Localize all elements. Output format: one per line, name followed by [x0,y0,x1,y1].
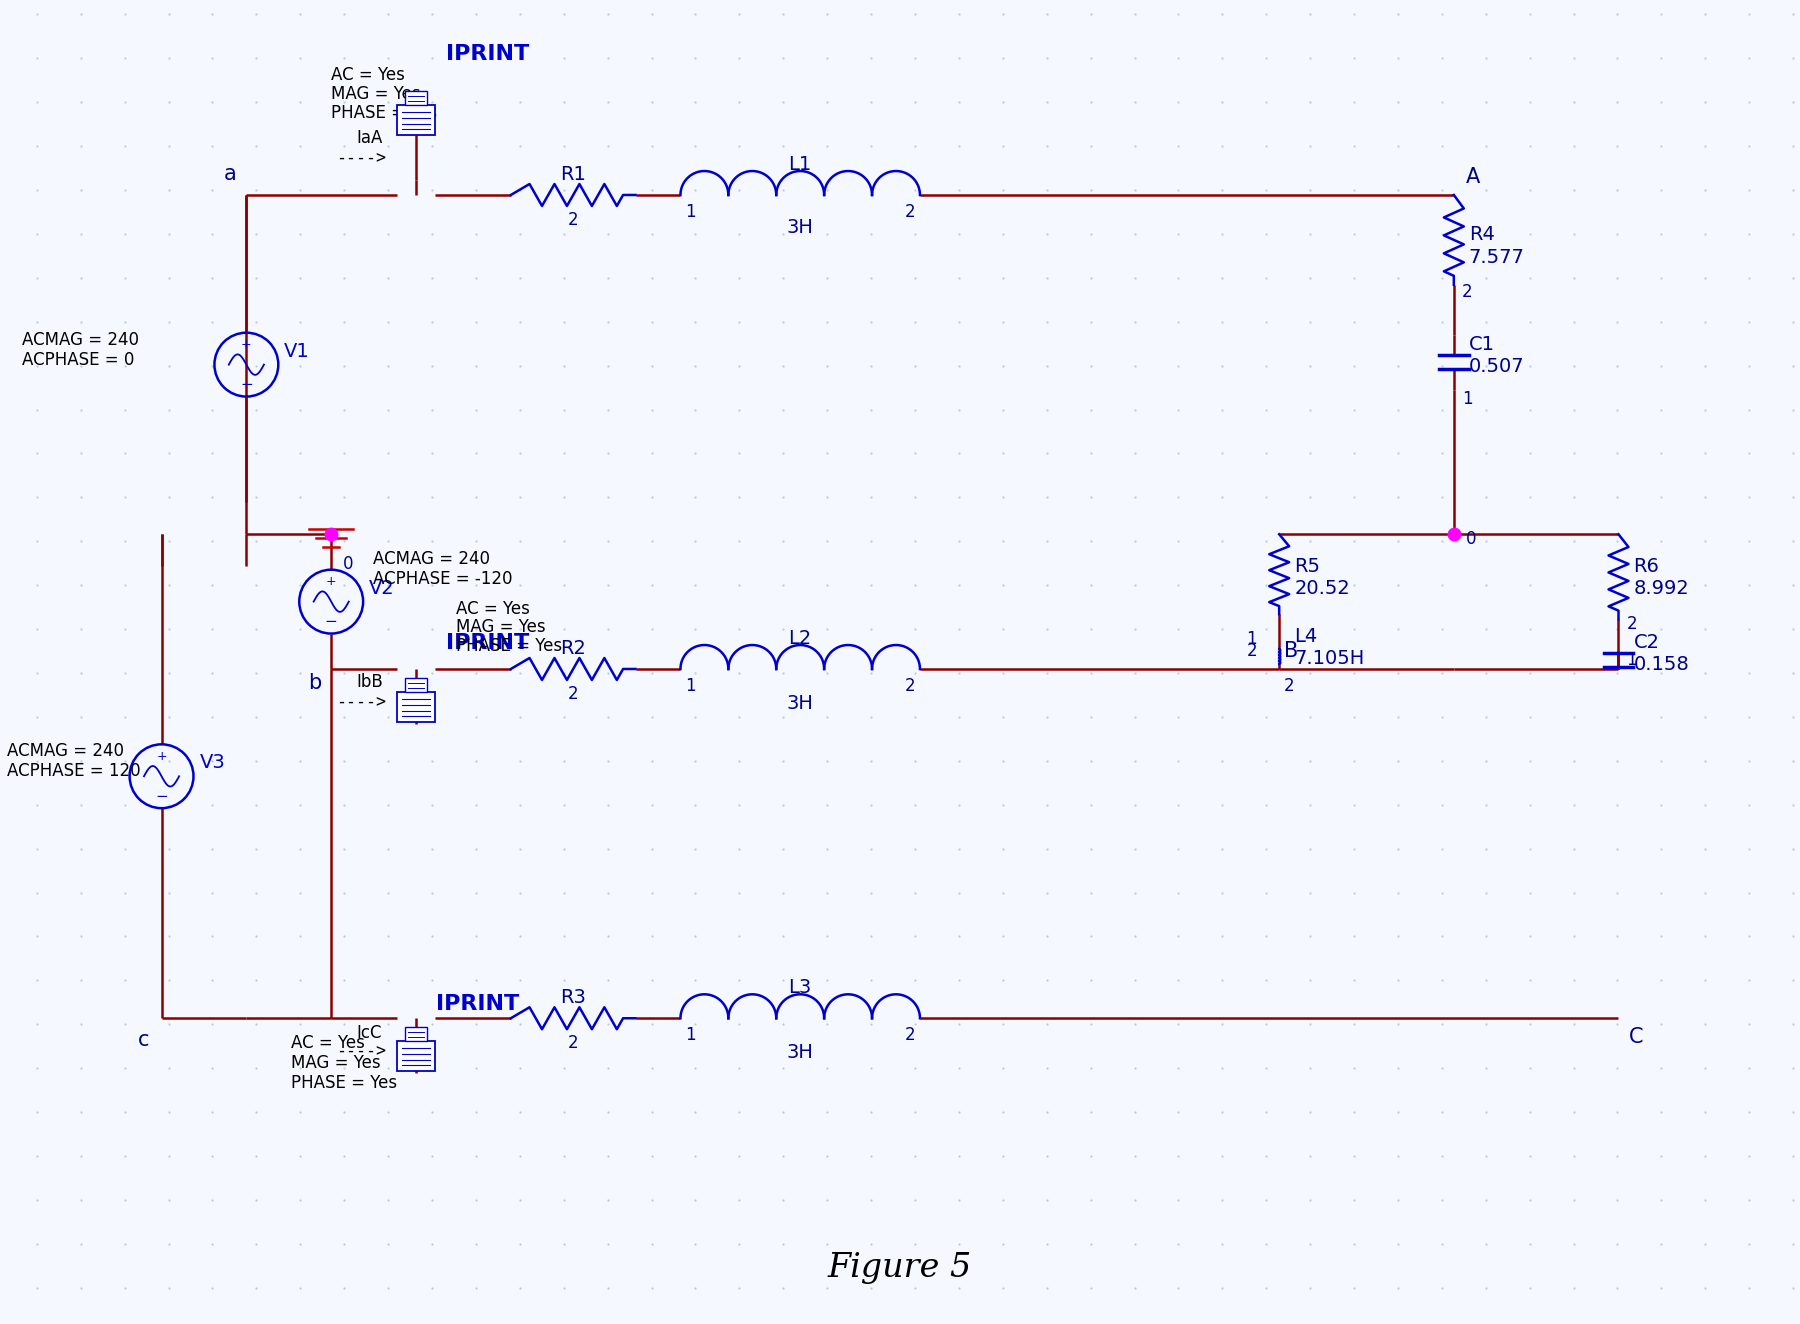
Text: B: B [1283,641,1298,661]
Text: A: A [1465,167,1480,187]
Text: 2: 2 [905,203,914,221]
Text: 2: 2 [567,1034,578,1053]
Text: ACPHASE = 0: ACPHASE = 0 [22,351,135,368]
Text: 1: 1 [686,1026,697,1045]
Text: 3H: 3H [787,694,814,712]
Text: 2: 2 [905,1026,914,1045]
Text: IcC: IcC [356,1025,382,1042]
Text: ---->: ----> [337,692,387,711]
Text: 2: 2 [567,211,578,229]
Text: R3: R3 [560,988,587,1008]
Text: 1: 1 [1462,389,1472,408]
Text: L2: L2 [788,629,812,647]
Text: L4: L4 [1294,626,1318,646]
Text: IaA: IaA [356,130,383,147]
Text: IPRINT: IPRINT [446,44,529,65]
Text: 0.158: 0.158 [1633,655,1688,674]
Text: ---->: ----> [337,150,387,167]
Text: −: − [239,377,252,392]
Text: ACMAG = 240: ACMAG = 240 [7,743,124,760]
Bar [405,678,427,692]
Text: R5: R5 [1294,557,1319,576]
Text: 7.577: 7.577 [1469,248,1525,267]
Text: ---->: ----> [337,1042,387,1061]
Bar [398,692,436,722]
Text: C2: C2 [1633,633,1660,651]
Text: 7.105H: 7.105H [1294,650,1364,669]
Text: 2: 2 [1627,616,1636,633]
Text: 20.52: 20.52 [1294,579,1350,598]
Text: ACMAG = 240: ACMAG = 240 [373,549,490,568]
Text: 0: 0 [1465,530,1476,548]
Text: +: + [157,749,167,763]
Text: R4: R4 [1469,225,1494,244]
Text: 2: 2 [567,685,578,703]
Text: PHASE = Yes: PHASE = Yes [292,1074,398,1092]
Text: MAG = Yes: MAG = Yes [455,618,545,636]
Text: MAG = Yes: MAG = Yes [331,85,421,103]
Text: PHASE = Yes: PHASE = Yes [455,637,562,655]
Bar [398,1041,436,1071]
Text: 2: 2 [1247,642,1256,659]
Text: 0: 0 [344,555,353,573]
Text: AC = Yes: AC = Yes [292,1034,365,1053]
Text: 3H: 3H [787,1043,814,1062]
Text: IPRINT: IPRINT [446,633,529,653]
Text: L3: L3 [788,978,812,997]
Text: R2: R2 [560,639,587,658]
Text: 0.507: 0.507 [1469,357,1525,376]
Text: b: b [308,673,320,692]
Text: PHASE = Yes: PHASE = Yes [331,105,437,122]
Text: 1: 1 [686,677,697,695]
Text: a: a [223,164,236,184]
Text: ACMAG = 240: ACMAG = 240 [22,331,139,348]
Text: C: C [1629,1027,1643,1047]
Text: 1: 1 [1247,630,1256,647]
Text: ACPHASE = -120: ACPHASE = -120 [373,569,513,588]
Text: 2: 2 [905,677,914,695]
Text: L1: L1 [788,155,812,173]
Bar [405,1027,427,1041]
Text: IPRINT: IPRINT [436,994,518,1014]
Text: c: c [139,1030,149,1050]
Bar [398,105,436,135]
Text: 1: 1 [686,203,697,221]
Text: −: − [324,614,338,629]
Text: C1: C1 [1469,335,1494,354]
Text: V3: V3 [200,753,225,772]
Bar [405,91,427,105]
Text: +: + [326,576,337,588]
Text: V2: V2 [369,579,394,597]
Text: +: + [241,339,252,351]
Text: V1: V1 [284,342,310,360]
Text: Figure 5: Figure 5 [828,1251,972,1284]
Text: ACPHASE = 120: ACPHASE = 120 [7,763,140,780]
Text: R6: R6 [1633,557,1660,576]
Text: −: − [155,789,167,804]
Text: AC = Yes: AC = Yes [455,600,529,618]
Text: 2: 2 [1283,677,1294,695]
Text: 1: 1 [1627,651,1636,669]
Text: IbB: IbB [356,673,383,691]
Text: 8.992: 8.992 [1633,579,1688,598]
Text: 3H: 3H [787,218,814,237]
Text: 2: 2 [1462,283,1472,301]
Text: MAG = Yes: MAG = Yes [292,1054,382,1072]
Text: R1: R1 [560,166,587,184]
Text: AC = Yes: AC = Yes [331,66,405,85]
